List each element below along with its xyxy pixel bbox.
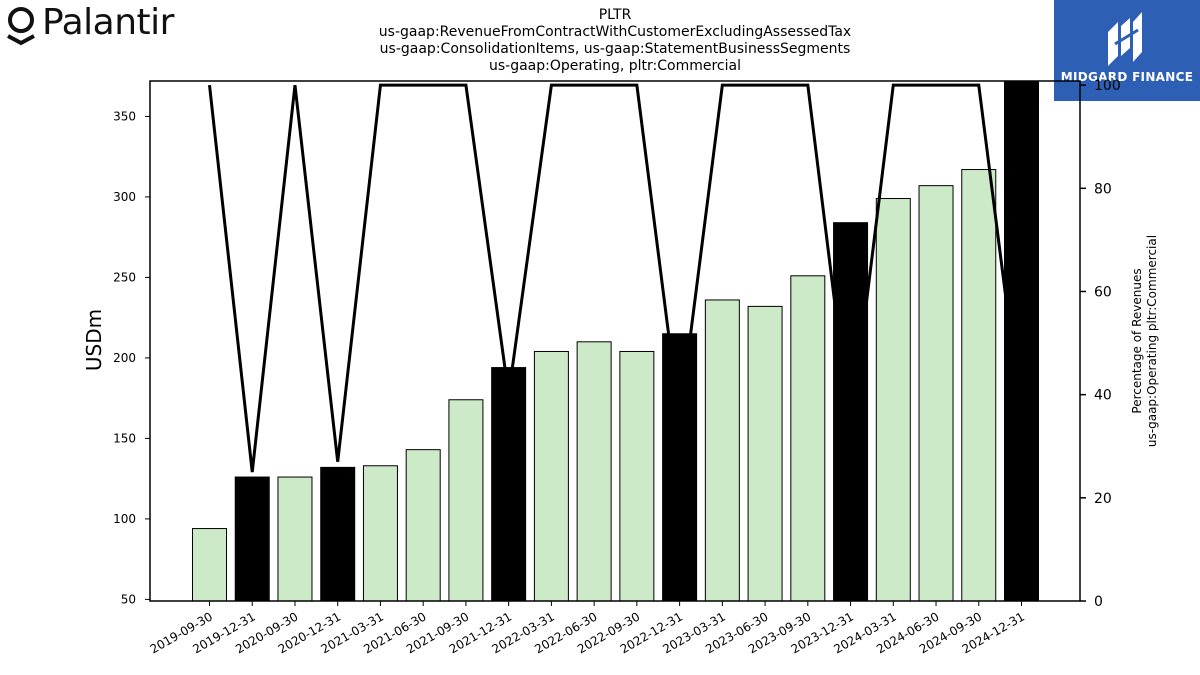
chart-title-line-4: us-gaap:Operating, pltr:Commercial bbox=[489, 58, 741, 74]
y2-tick-label: 20 bbox=[1094, 491, 1112, 507]
y2-tick-label: 100 bbox=[1094, 78, 1121, 94]
left-axis: 50 100 150 200 250 300 350 bbox=[113, 109, 150, 606]
y-axis-label: USDm bbox=[82, 309, 106, 371]
chart-title: PLTR us-gaap:RevenueFromContractWithCust… bbox=[315, 7, 915, 75]
midgard-icon bbox=[1108, 12, 1142, 66]
chart-title-line-1: PLTR bbox=[598, 7, 632, 23]
bar-2022-03-31 bbox=[533, 350, 569, 602]
bar-2024-09-30 bbox=[961, 169, 997, 602]
y-tick-label: 200 bbox=[113, 351, 136, 365]
y-tick-label: 350 bbox=[113, 109, 136, 123]
y-tick-label: 100 bbox=[113, 512, 136, 526]
y-tick-label: 150 bbox=[113, 431, 136, 445]
bar-2024-06-30 bbox=[918, 185, 954, 602]
y-tick-label: 300 bbox=[113, 190, 136, 204]
line-group bbox=[208, 83, 1023, 473]
bar-2022-06-30 bbox=[576, 341, 612, 602]
bar-2020-09-30 bbox=[277, 476, 313, 602]
palantir-logo: Palantir bbox=[6, 2, 176, 46]
bar-2023-09-30 bbox=[790, 275, 826, 602]
midgard-finance-logo: MIDGARD FINANCE bbox=[1054, 0, 1200, 101]
bar-2020-12-31 bbox=[320, 466, 356, 602]
bars-group bbox=[192, 80, 1039, 602]
y2-axis-label-line-2: us-gaap:Operating pltr:Commercial bbox=[1145, 235, 1159, 447]
bar-2021-06-30 bbox=[405, 449, 441, 602]
bar-2023-12-31 bbox=[833, 222, 869, 602]
plot-frame bbox=[149, 80, 1081, 602]
bar-2019-09-30 bbox=[192, 528, 227, 602]
midgard-wordmark: MIDGARD FINANCE bbox=[1060, 70, 1194, 84]
y2-tick-label: 60 bbox=[1094, 284, 1112, 300]
y2-tick-label: 80 bbox=[1094, 181, 1112, 197]
percentage-line bbox=[208, 83, 1023, 473]
y-tick-label: 250 bbox=[113, 270, 136, 284]
palantir-icon bbox=[7, 7, 35, 46]
x-axis: 2019-09-302019-12-312020-09-302020-12-31… bbox=[148, 601, 1027, 656]
bar-2021-09-30 bbox=[448, 399, 484, 602]
y2-axis-label-line-1: Percentage of Revenues bbox=[1130, 268, 1144, 413]
y2-tick-label: 0 bbox=[1094, 594, 1103, 610]
bar-2023-06-30 bbox=[747, 305, 783, 602]
bar-2021-12-31 bbox=[491, 367, 527, 602]
bar-2024-12-31 bbox=[1004, 80, 1039, 602]
bar-2023-03-31 bbox=[704, 299, 740, 602]
bar-2021-03-31 bbox=[362, 465, 398, 602]
right-axis: 0 20 40 60 80 100 bbox=[1080, 78, 1121, 610]
bar-2019-12-31 bbox=[234, 476, 270, 602]
palantir-wordmark: Palantir bbox=[42, 2, 174, 43]
bar-2024-03-31 bbox=[875, 198, 911, 602]
y-tick-label: 50 bbox=[121, 592, 136, 606]
chart-title-line-3: us-gaap:ConsolidationItems, us-gaap:Stat… bbox=[379, 41, 851, 57]
y2-tick-label: 40 bbox=[1094, 388, 1112, 404]
bar-2022-12-31 bbox=[662, 333, 698, 602]
chart-title-line-2: us-gaap:RevenueFromContractWithCustomerE… bbox=[378, 24, 852, 40]
bar-2022-09-30 bbox=[619, 350, 655, 602]
